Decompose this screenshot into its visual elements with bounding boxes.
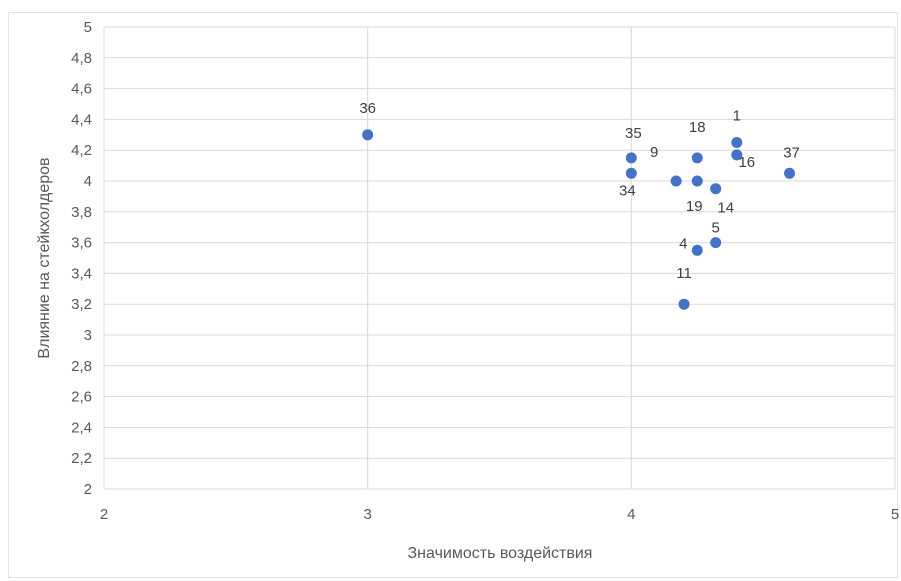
y-tick-label: 2: [84, 481, 92, 498]
y-tick-label: 3: [84, 327, 92, 344]
y-tick-label: 4,8: [71, 50, 92, 67]
data-labels: 36 35 34 9 18 19 14 1 16 37 5 4 11: [359, 100, 800, 282]
x-axis-title: Значимость воздействия: [408, 545, 593, 562]
data-point: [625, 167, 637, 179]
chart-frame: [8, 12, 898, 578]
data-label: 5: [712, 220, 720, 237]
data-point: [691, 175, 703, 187]
y-tick-label: 2,8: [71, 358, 92, 375]
data-label: 4: [679, 235, 687, 252]
y-axis-title: Влияние на стейкхолдеров: [36, 157, 53, 358]
y-tick-label: 3,4: [71, 265, 92, 282]
y-tick-label: 5: [84, 19, 92, 36]
y-tick-label: 2,2: [71, 450, 92, 467]
y-tick-label: 4,4: [71, 111, 92, 128]
data-point: [625, 152, 637, 164]
data-label: 16: [738, 154, 755, 171]
data-label: 36: [359, 100, 376, 117]
y-axis-ticks: 2 2,2 2,4 2,6 2,8 3 3,2 3,4 3,6 3,8 4 4,2 4,4 4,6 4,8 5: [71, 19, 92, 498]
x-tick-label: 4: [627, 506, 635, 523]
y-tick-label: 2,4: [71, 419, 92, 436]
data-label: 9: [650, 144, 658, 161]
x-tick-label: 3: [363, 506, 371, 523]
data-point: [710, 237, 722, 249]
data-label: 18: [689, 119, 706, 136]
data-point: [731, 137, 743, 148]
data-points: [362, 129, 796, 310]
y-tick-label: 3,2: [71, 296, 92, 313]
data-point: [691, 152, 703, 164]
y-tick-label: 3,8: [71, 204, 92, 221]
data-point: [670, 175, 682, 187]
data-label: 11: [676, 265, 692, 282]
x-axis-ticks: 2 3 4 5: [100, 506, 899, 523]
y-tick-label: 3,6: [71, 235, 92, 252]
grid: [103, 26, 896, 490]
data-label: 37: [783, 144, 800, 161]
data-point: [710, 183, 722, 195]
data-point: [784, 167, 796, 179]
y-tick-label: 4,2: [71, 142, 92, 159]
x-tick-label: 5: [891, 506, 899, 523]
data-label: 35: [625, 125, 642, 142]
data-point: [731, 149, 743, 161]
data-label: 1: [733, 108, 741, 125]
y-tick-label: 4,6: [71, 81, 92, 98]
data-point: [362, 129, 374, 141]
x-tick-label: 2: [100, 506, 108, 523]
y-tick-label: 4: [84, 173, 92, 190]
data-point: [691, 244, 703, 256]
data-point: [678, 298, 690, 310]
data-label: 14: [717, 200, 734, 217]
data-label: 34: [619, 182, 636, 199]
y-tick-label: 2,6: [71, 389, 92, 406]
data-label: 19: [686, 198, 703, 215]
